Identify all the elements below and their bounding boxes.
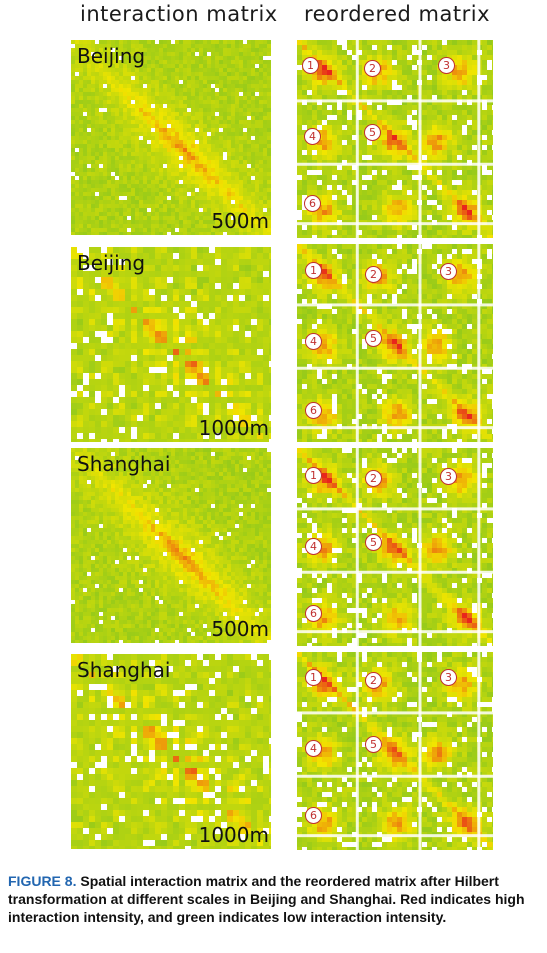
cluster-marker-5: 5 xyxy=(365,736,382,753)
cluster-marker-6: 6 xyxy=(305,605,322,622)
cluster-marker-4: 4 xyxy=(305,538,322,555)
city-label: Shanghai xyxy=(77,658,171,682)
interaction-matrix-panel: Shanghai 1000m xyxy=(71,654,271,849)
cluster-marker-1: 1 xyxy=(305,262,322,279)
scale-label: 500m xyxy=(211,617,269,641)
city-label: Shanghai xyxy=(77,452,171,476)
interaction-matrix-header: interaction matrix xyxy=(80,2,278,26)
reordered-matrix-header: reordered matrix xyxy=(304,2,491,26)
reordered-matrix-panel: 1 2 3 4 5 6 xyxy=(297,244,493,442)
cluster-marker-5: 5 xyxy=(365,534,382,551)
cluster-marker-5: 5 xyxy=(365,330,382,347)
scale-label: 500m xyxy=(211,209,269,233)
scale-label: 1000m xyxy=(198,823,269,847)
cluster-marker-3: 3 xyxy=(438,57,455,74)
cluster-marker-4: 4 xyxy=(305,333,322,350)
figure-caption: FIGURE 8. Spatial interaction matrix and… xyxy=(8,872,542,926)
caption-text: Spatial interaction matrix and the reord… xyxy=(8,873,525,925)
cluster-marker-3: 3 xyxy=(440,669,457,686)
city-label: Beijing xyxy=(77,44,146,68)
cluster-marker-6: 6 xyxy=(305,807,322,824)
cluster-marker-1: 1 xyxy=(305,669,322,686)
cluster-marker-1: 1 xyxy=(305,467,322,484)
cluster-marker-6: 6 xyxy=(304,195,321,212)
cluster-marker-2: 2 xyxy=(365,672,382,689)
cluster-marker-4: 4 xyxy=(305,740,322,757)
interaction-matrix-panel: Beijing 1000m xyxy=(71,247,271,442)
reordered-matrix-panel: 1 2 3 4 5 6 xyxy=(297,448,493,646)
cluster-marker-3: 3 xyxy=(440,263,457,280)
cluster-marker-2: 2 xyxy=(364,60,381,77)
cluster-marker-3: 3 xyxy=(440,468,457,485)
cluster-marker-4: 4 xyxy=(304,128,321,145)
reordered-matrix-panel: 1 2 3 4 5 6 xyxy=(297,40,493,238)
cluster-marker-2: 2 xyxy=(365,470,382,487)
cluster-marker-6: 6 xyxy=(305,402,322,419)
cluster-marker-5: 5 xyxy=(364,124,381,141)
figure-label: FIGURE 8. xyxy=(8,873,77,889)
city-label: Beijing xyxy=(77,251,146,275)
cluster-marker-1: 1 xyxy=(302,57,319,74)
scale-label: 1000m xyxy=(198,416,269,440)
reordered-matrix-panel: 1 2 3 4 5 6 xyxy=(297,652,493,850)
interaction-matrix-panel: Beijing 500m xyxy=(71,40,271,235)
interaction-matrix-panel: Shanghai 500m xyxy=(71,448,271,643)
cluster-marker-2: 2 xyxy=(365,266,382,283)
